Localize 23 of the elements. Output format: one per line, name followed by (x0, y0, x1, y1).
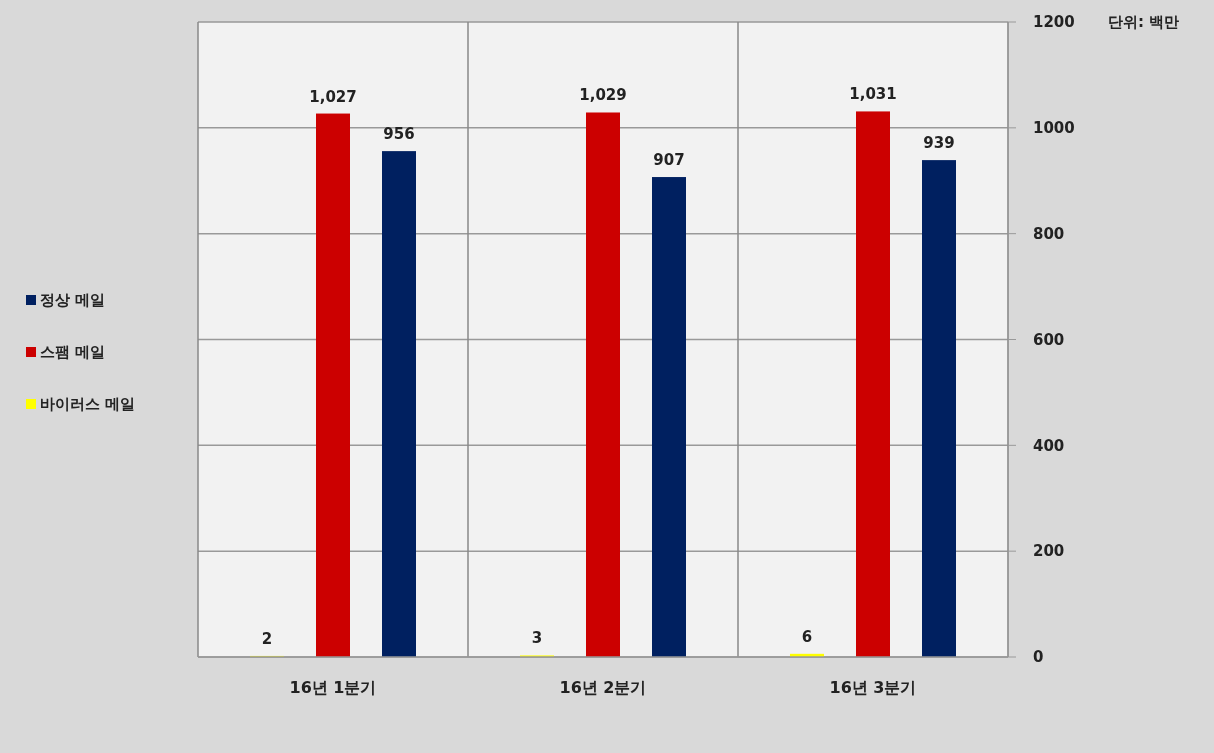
legend-label: 스팸 메일 (40, 343, 106, 362)
y-tick-label: 200 (1033, 542, 1065, 561)
data-label: 2 (261, 629, 273, 648)
legend-label: 바이러스 메일 (40, 395, 136, 414)
data-label: 3 (531, 629, 543, 648)
x-tick-label: 16년 1분기 (289, 678, 377, 697)
data-label: 1,029 (579, 86, 627, 105)
text: 단위: 백만 (1108, 13, 1180, 32)
x-tick-label: 16년 2분기 (559, 678, 647, 697)
data-label: 1,027 (309, 87, 357, 106)
data-label: 907 (653, 151, 685, 170)
y-tick-label: 800 (1033, 224, 1065, 243)
data-label: 6 (801, 627, 813, 646)
data-label: 939 (923, 134, 955, 153)
y-tick-label: 1000 (1033, 119, 1075, 138)
y-tick-label: 400 (1033, 436, 1065, 455)
y-tick-label: 600 (1033, 330, 1065, 349)
y-tick-label: 1200 (1033, 13, 1075, 32)
y-tick-label: 0 (1033, 648, 1044, 667)
data-label: 956 (383, 125, 415, 144)
legend-label: 정상 메일 (40, 291, 106, 310)
data-label: 1,031 (849, 85, 897, 104)
x-tick-label: 16년 3분기 (829, 678, 917, 697)
